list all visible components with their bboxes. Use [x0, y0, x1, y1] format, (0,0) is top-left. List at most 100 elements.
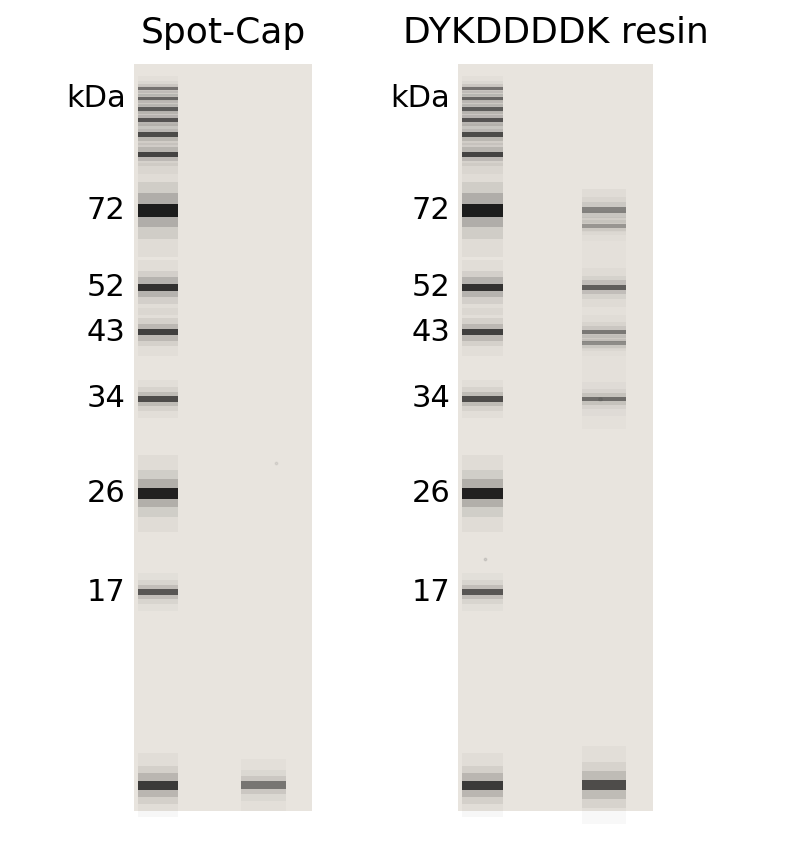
Bar [462, 91, 503, 106]
Bar [138, 455, 178, 532]
Bar [582, 326, 627, 338]
Bar [138, 277, 178, 298]
Bar [138, 86, 178, 112]
Bar [138, 585, 178, 599]
Bar [462, 100, 503, 118]
Bar [582, 746, 627, 824]
Bar [462, 135, 503, 173]
Bar [582, 382, 627, 416]
Text: 72: 72 [87, 196, 126, 225]
Bar [462, 329, 503, 335]
Bar [582, 329, 627, 335]
Bar [462, 259, 503, 315]
Bar [138, 118, 178, 152]
Text: 26: 26 [87, 479, 126, 508]
Bar [582, 330, 627, 356]
Bar [138, 379, 178, 418]
Bar [462, 129, 503, 141]
Text: 17: 17 [411, 577, 450, 607]
Text: 52: 52 [87, 273, 126, 302]
Bar [462, 480, 503, 507]
Bar [582, 762, 627, 808]
Bar [462, 317, 503, 346]
Bar [138, 87, 178, 90]
Bar [462, 94, 503, 103]
Bar [138, 91, 178, 106]
Bar [242, 770, 285, 801]
Bar [242, 782, 285, 789]
Bar [462, 115, 503, 125]
Bar [462, 781, 503, 789]
Text: 17: 17 [87, 577, 126, 607]
Bar [462, 774, 503, 796]
Bar [138, 753, 178, 817]
Text: 43: 43 [87, 317, 126, 347]
Text: Spot-Cap: Spot-Cap [140, 15, 306, 50]
Text: 34: 34 [411, 384, 450, 414]
Bar [462, 283, 503, 292]
Bar [138, 81, 178, 96]
Bar [462, 387, 503, 410]
Bar [462, 585, 503, 599]
Bar [462, 470, 503, 517]
Bar [138, 203, 178, 217]
Bar [462, 379, 503, 418]
Bar [138, 774, 178, 796]
Bar [462, 118, 503, 152]
Text: 26: 26 [411, 479, 450, 508]
Bar [138, 781, 178, 789]
Bar [138, 323, 178, 341]
Bar [462, 193, 503, 227]
Bar [462, 753, 503, 817]
Text: 34: 34 [87, 384, 126, 414]
Bar [138, 104, 178, 114]
Bar [462, 81, 503, 96]
Bar [138, 129, 178, 141]
Bar [582, 339, 627, 347]
Bar [582, 189, 627, 232]
Bar [582, 771, 627, 799]
Bar [138, 163, 178, 257]
Bar [138, 396, 178, 402]
Bar [462, 203, 503, 217]
Bar [582, 216, 627, 234]
Text: DYKDDDDK resin: DYKDDDDK resin [402, 15, 709, 50]
Bar [138, 308, 178, 355]
Bar [462, 132, 503, 137]
Bar [462, 488, 503, 498]
Bar [462, 182, 503, 239]
Bar [138, 124, 178, 145]
Bar [582, 285, 627, 290]
Bar [582, 780, 627, 790]
Bar [138, 589, 178, 595]
Bar [138, 135, 178, 173]
Bar [138, 111, 178, 130]
Bar [462, 765, 503, 805]
Bar [462, 87, 503, 90]
Bar [462, 271, 503, 304]
Bar [138, 283, 178, 292]
Text: kDa: kDa [390, 84, 450, 113]
Bar [462, 323, 503, 341]
Bar [462, 106, 503, 135]
Bar [138, 317, 178, 346]
Bar [138, 193, 178, 227]
Bar [242, 776, 285, 795]
Bar [582, 335, 627, 351]
Bar [582, 268, 627, 306]
Bar [462, 277, 503, 298]
Bar [462, 580, 503, 604]
Bar [138, 765, 178, 805]
Bar [582, 211, 627, 240]
Bar [462, 163, 503, 257]
Bar [582, 197, 627, 223]
Bar [582, 281, 627, 294]
Bar [138, 106, 178, 135]
Bar [462, 111, 503, 130]
Bar [138, 392, 178, 406]
Bar [138, 488, 178, 498]
Bar [462, 94, 503, 124]
Bar [138, 480, 178, 507]
Bar [138, 84, 178, 93]
Bar [138, 142, 178, 166]
